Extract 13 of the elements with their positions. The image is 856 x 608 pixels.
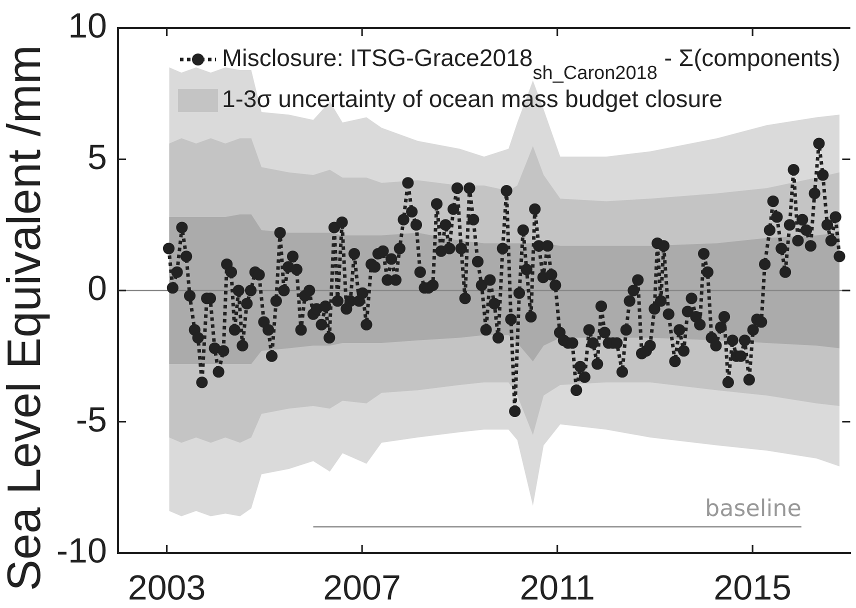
y-axis-title: Sea Level Equivalent /mm xyxy=(0,44,50,592)
legend-label: 1-3σ uncertainty of ocean mass budget closure xyxy=(222,86,722,114)
y-tick-label: 10 xyxy=(68,6,107,46)
y-tick-label: -5 xyxy=(76,400,107,440)
x-tick-label: 2003 xyxy=(128,568,206,608)
x-tick-label: 2011 xyxy=(520,568,595,608)
x-tick-label: 2015 xyxy=(714,568,792,608)
y-tick-label: 0 xyxy=(88,269,107,308)
annotation: baseline xyxy=(705,496,802,522)
y-tick-label: 5 xyxy=(88,138,107,177)
y-tick-label: -10 xyxy=(56,532,107,571)
x-tick-label: 2007 xyxy=(323,568,402,608)
legend-label: Misclosure: ITSG-Grace2018$_{sh_Caron2018}$ - Σ(components) xyxy=(222,44,840,84)
